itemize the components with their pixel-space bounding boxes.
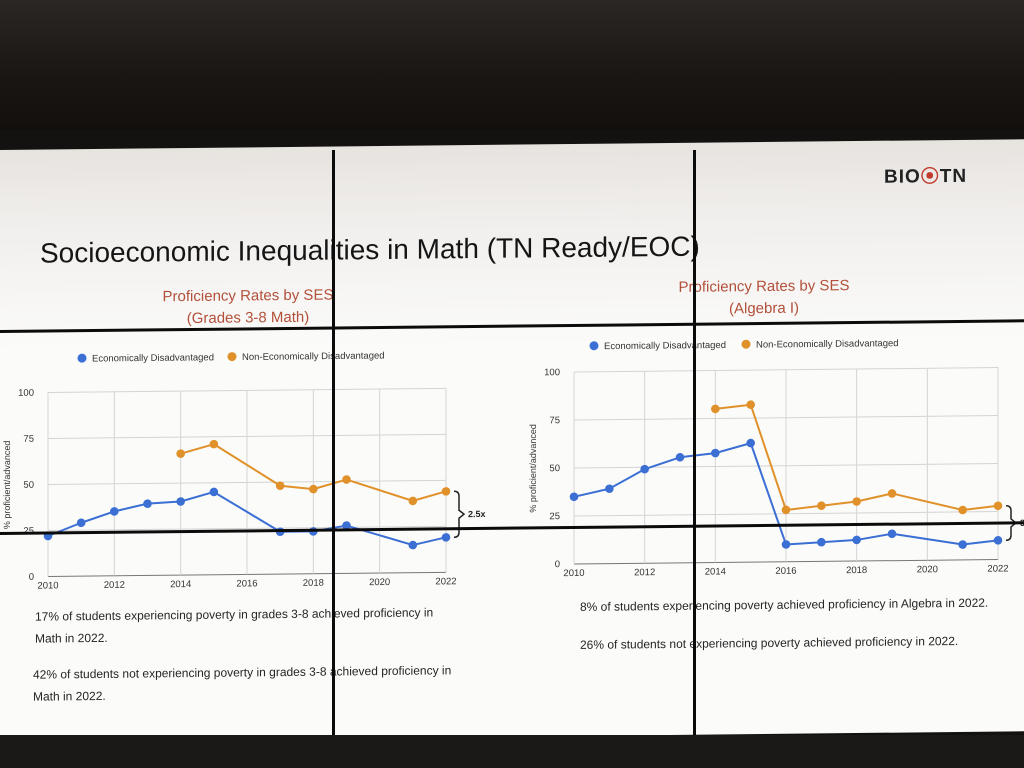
window-frame-vertical-right: [693, 150, 696, 740]
series-line: [715, 403, 999, 512]
data-point: [711, 448, 720, 458]
y-axis-label: % proficient/advanced: [528, 424, 538, 513]
projection-screen: BIO⦿TN Socioeconomic Inequalities in Mat…: [0, 139, 1024, 742]
y-tick-label: 100: [18, 388, 34, 399]
x-tick-label: 2016: [236, 578, 257, 589]
right-note-poverty: 8% of students experiencing poverty achi…: [580, 595, 989, 614]
data-point: [408, 496, 418, 506]
logo-mark-icon: ⦿: [920, 166, 940, 187]
legend-label: Non-Economically Disadvantaged: [756, 338, 899, 350]
x-tick-label: 2014: [705, 566, 726, 577]
right-subtitle-line-1: Proficiency Rates by SES: [678, 277, 850, 296]
logo-text-suffix: TN: [939, 165, 968, 188]
room-ceiling: [0, 0, 1024, 130]
y-tick-label: 0: [555, 559, 560, 570]
x-tick-label: 2020: [917, 564, 938, 575]
y-tick-label: 0: [29, 572, 34, 583]
x-tick-label: 2014: [170, 579, 191, 590]
logo-text: BIO: [884, 166, 921, 188]
data-point: [176, 449, 185, 458]
data-point: [958, 540, 967, 549]
data-point: [309, 484, 318, 494]
y-tick-label: 100: [544, 367, 560, 378]
data-point: [852, 535, 861, 545]
data-point: [176, 497, 185, 506]
algebra-1-chart: 0 25 50 75 100 2010 2012 2014 2016 2018 2020 2022 % …: [528, 338, 1024, 579]
data-point: [640, 464, 649, 474]
legend-marker: [741, 339, 751, 349]
x-tick-label: 2010: [37, 580, 58, 591]
left-subtitle-line-1: Proficiency Rates by SES: [162, 286, 334, 306]
x-tick-label: 2020: [369, 577, 390, 588]
x-tick-label: 2012: [104, 580, 125, 591]
data-point: [76, 518, 86, 528]
x-tick-label: 2022: [435, 576, 456, 587]
data-point: [675, 452, 685, 462]
data-point: [746, 438, 755, 448]
data-point: [711, 404, 720, 414]
data-point: [605, 484, 614, 494]
x-tick-label: 2010: [563, 568, 584, 579]
data-point: [887, 529, 897, 539]
data-point: [993, 536, 1003, 545]
gap-annotation: 2.5x: [468, 509, 486, 519]
x-tick-label: 2018: [846, 565, 867, 576]
data-point: [817, 537, 826, 547]
data-point: [993, 501, 1003, 511]
data-point: [441, 487, 451, 496]
data-point: [110, 507, 119, 516]
left-chart-subtitle: Proficiency Rates by SES (Grades 3-8 Mat…: [130, 284, 366, 330]
data-point: [781, 540, 791, 549]
y-axis-label: % proficient/advanced: [2, 441, 12, 530]
data-point: [958, 505, 967, 515]
data-point: [275, 481, 285, 491]
right-note-no-poverty: 26% of students not experiencing poverty…: [580, 633, 959, 652]
data-point: [781, 505, 791, 515]
data-point: [569, 492, 579, 502]
room-floor: [0, 735, 1024, 768]
legend-label: Economically Disadvantaged: [92, 352, 214, 364]
gap-bracket: [453, 490, 466, 539]
data-point: [817, 501, 826, 511]
legend-marker: [589, 341, 599, 351]
legend-marker: [77, 353, 87, 363]
right-chart-subtitle: Proficiency Rates by SES (Algebra I): [646, 275, 882, 321]
data-point: [852, 497, 861, 506]
legend-label: Non-Economically Disadvantaged: [242, 350, 385, 362]
window-frame-vertical-left: [332, 150, 335, 740]
biotn-logo: BIO⦿TN: [884, 162, 967, 189]
left-note-no-poverty: 42% of students not experiencing poverty…: [33, 663, 452, 704]
x-tick-label: 2012: [634, 567, 655, 578]
series-line: [573, 442, 999, 546]
data-point: [209, 487, 219, 497]
left-note-poverty: 17% of students experiencing poverty in …: [35, 605, 434, 646]
slide-title: Socioeconomic Inequalities in Math (TN R…: [40, 230, 700, 269]
data-point: [143, 499, 152, 508]
y-tick-label: 50: [549, 463, 560, 474]
legend-label: Economically Disadvantaged: [604, 340, 726, 352]
data-point: [209, 439, 219, 449]
x-tick-label: 2018: [303, 578, 324, 589]
data-point: [408, 540, 418, 550]
x-tick-label: 2022: [987, 563, 1008, 574]
x-tick-label: 2016: [775, 566, 796, 577]
data-point: [746, 400, 755, 409]
right-subtitle-line-2: (Algebra I): [728, 299, 800, 318]
legend-marker: [227, 352, 237, 362]
data-point: [887, 489, 897, 498]
y-tick-label: 75: [549, 415, 560, 426]
y-tick-label: 50: [23, 480, 34, 491]
y-tick-label: 75: [23, 434, 34, 445]
y-tick-label: 25: [549, 511, 560, 522]
grades-3-8-math-chart: 02550751002010201220142016201820202022% …: [2, 350, 486, 591]
data-point: [441, 533, 451, 542]
data-point: [342, 475, 351, 484]
